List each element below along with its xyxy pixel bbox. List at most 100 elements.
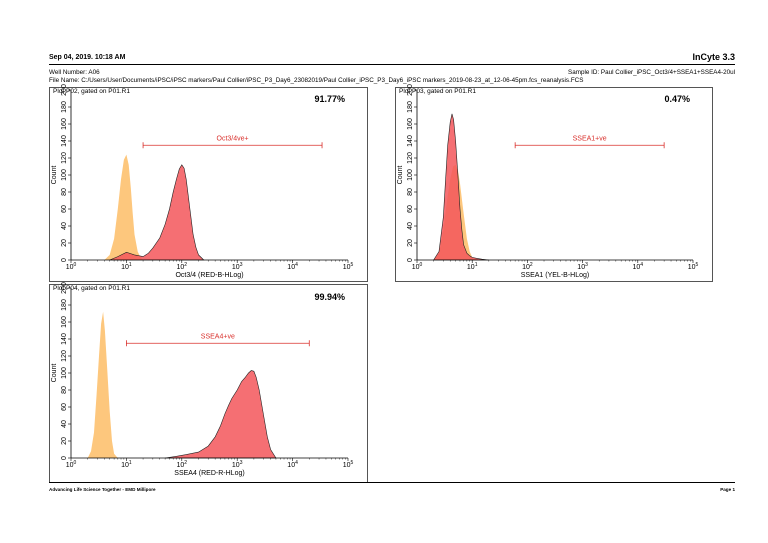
x-tick-exponent: 4	[640, 262, 643, 268]
y-tick-label: 20	[61, 437, 68, 445]
well-number: Well Number: A06	[49, 69, 100, 76]
x-tick-exponent: 3	[240, 460, 243, 466]
header-rule	[49, 64, 735, 65]
y-tick-label: 100	[61, 367, 68, 379]
y-axis-label: Count	[51, 166, 58, 185]
x-tick-label: 101	[121, 262, 132, 271]
y-tick-label: 200	[61, 282, 68, 294]
y-tick-label: 0	[61, 258, 68, 262]
x-tick-label: 101	[467, 262, 478, 271]
stained-histogram-area	[109, 164, 205, 261]
x-tick-exponent: 2	[530, 262, 533, 268]
y-tick-label: 40	[61, 222, 68, 230]
x-tick-label: 101	[121, 460, 132, 469]
stained-histogram-area	[165, 370, 277, 459]
x-tick-exponent: 2	[184, 460, 187, 466]
gate-percent: 91.77%	[314, 94, 345, 104]
x-tick-exponent: 1	[129, 460, 132, 466]
y-tick-label: 80	[61, 188, 68, 196]
y-tick-label: 40	[407, 222, 414, 230]
x-tick-exponent: 0	[420, 262, 423, 268]
y-tick-label: 0	[61, 456, 68, 460]
x-axis-label: SSEA4 (RED-R-HLog)	[174, 470, 244, 477]
plot-title: Plot P04, gated on P01.R1	[53, 285, 130, 292]
x-tick-label: 100	[66, 262, 77, 271]
x-tick-label: 105	[343, 460, 354, 469]
x-axis-label: Oct3/4 (RED-B-HLog)	[175, 272, 243, 279]
gate-percent: 99.94%	[314, 292, 345, 302]
x-tick-label: 102	[522, 262, 533, 271]
y-tick-label: 80	[407, 188, 414, 196]
y-tick-label: 160	[61, 316, 68, 328]
plot-title: Plot P02, gated on P01.R1	[53, 88, 130, 95]
y-tick-label: 20	[61, 239, 68, 247]
y-tick-label: 200	[407, 84, 414, 96]
y-tick-label: 180	[61, 299, 68, 311]
x-tick-label: 103	[577, 262, 588, 271]
y-tick-label: 180	[407, 101, 414, 113]
y-tick-label: 120	[61, 350, 68, 362]
x-tick-label: 100	[412, 262, 423, 271]
y-tick-label: 180	[61, 101, 68, 113]
x-tick-exponent: 3	[240, 262, 243, 268]
x-tick-exponent: 0	[74, 262, 77, 268]
x-tick-label: 104	[633, 262, 644, 271]
plot-title: Plot P03, gated on P01.R1	[399, 88, 476, 95]
y-tick-label: 100	[407, 169, 414, 181]
x-tick-exponent: 4	[295, 460, 298, 466]
gate-label: SSEA1+ve	[573, 135, 607, 142]
y-tick-label: 140	[407, 135, 414, 147]
y-tick-label: 80	[61, 386, 68, 394]
x-tick-exponent: 1	[129, 262, 132, 268]
histogram-panel-p03: 0 20 40 60 80 100 120 140 160 180 200 100 101 102 103 1…	[395, 84, 713, 282]
y-tick-label: 100	[61, 169, 68, 181]
x-tick-label: 102	[177, 460, 188, 469]
x-tick-label: 105	[343, 262, 354, 271]
y-tick-label: 160	[61, 118, 68, 130]
gate-percent: 0.47%	[664, 94, 690, 104]
y-tick-label: 200	[61, 84, 68, 96]
x-tick-exponent: 1	[475, 262, 478, 268]
y-tick-label: 120	[407, 152, 414, 164]
y-axis-label: Count	[51, 364, 58, 383]
y-tick-label: 60	[61, 205, 68, 213]
y-tick-label: 140	[61, 333, 68, 345]
footer-tagline: Advancing Life Science Together - EMD Mi…	[49, 487, 156, 492]
y-axis-label: Count	[397, 166, 404, 185]
x-axis-label: SSEA1 (YEL-B-HLog)	[521, 272, 589, 279]
y-tick-label: 20	[407, 239, 414, 247]
y-tick-label: 60	[407, 205, 414, 213]
x-tick-exponent: 0	[74, 460, 77, 466]
report-date: Sep 04, 2019. 10:18 AM	[49, 54, 126, 61]
x-tick-exponent: 4	[295, 262, 298, 268]
control-histogram-area	[104, 154, 144, 260]
control-histogram-area	[87, 311, 118, 458]
x-tick-exponent: 3	[585, 262, 588, 268]
y-tick-label: 140	[61, 135, 68, 147]
sample-id: Sample ID: Paul Collier_iPSC_Oct3/4+SSEA…	[568, 69, 735, 76]
x-tick-label: 105	[688, 262, 699, 271]
gate-label: SSEA4+ve	[201, 333, 235, 340]
x-tick-label: 102	[177, 262, 188, 271]
x-tick-label: 103	[232, 460, 243, 469]
gate-label: Oct3/4ve+	[217, 135, 249, 142]
x-tick-exponent: 5	[351, 262, 354, 268]
x-tick-exponent: 2	[184, 262, 187, 268]
y-tick-label: 40	[61, 420, 68, 428]
stained-histogram-area	[433, 113, 489, 261]
histogram-svg-p03: 0 20 40 60 80 100 120 140 160 180 200 100 101 102 103 1…	[397, 84, 699, 279]
page-number: Page 1	[720, 487, 735, 492]
x-tick-exponent: 5	[351, 460, 354, 466]
y-tick-label: 160	[407, 118, 414, 130]
x-tick-exponent: 5	[696, 262, 699, 268]
x-tick-label: 104	[287, 262, 298, 271]
footer-rule	[49, 482, 735, 483]
app-name: InCyte 3.3	[692, 52, 735, 62]
histogram-panel-p02: 0 20 40 60 80 100 120 140 160 180 200 100 101 102 103 1…	[49, 84, 368, 282]
x-tick-label: 103	[232, 262, 243, 271]
y-tick-label: 60	[61, 403, 68, 411]
x-tick-label: 104	[287, 460, 298, 469]
y-tick-label: 120	[61, 152, 68, 164]
